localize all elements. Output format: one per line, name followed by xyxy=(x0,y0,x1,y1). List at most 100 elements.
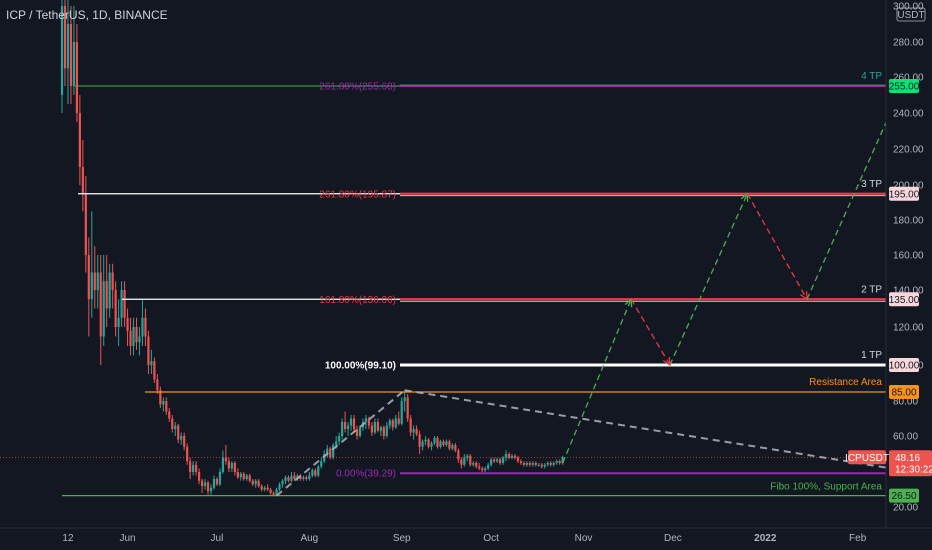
price-tag-bg xyxy=(889,488,919,503)
candle xyxy=(525,461,528,467)
candle-body xyxy=(177,425,180,440)
level-255.00[interactable]: 261.80%(255.68) 4 TP xyxy=(75,71,886,93)
y-tick-label: 180.00 xyxy=(893,216,924,227)
candle xyxy=(338,432,341,445)
candle xyxy=(290,472,293,483)
price-tag-bg xyxy=(889,358,919,372)
candle-body xyxy=(266,487,269,490)
level-100.00[interactable]: 100.00%(99.10) 1 TP xyxy=(325,350,886,372)
candle-body xyxy=(537,464,540,466)
candle xyxy=(120,281,123,327)
level-fib-zero[interactable]: 0.00%(39.29) xyxy=(336,469,886,480)
price-tag[interactable]: 85.00 xyxy=(889,385,919,399)
candle xyxy=(197,468,201,485)
candle xyxy=(260,484,263,492)
level-85.00[interactable]: Resistance Area xyxy=(145,377,886,393)
candle-body xyxy=(168,411,171,419)
currency-label: USDT xyxy=(897,10,924,21)
price-tag[interactable]: 26.50 xyxy=(889,488,919,503)
level-135.00[interactable]: 161.80%(136.06) 2 TP xyxy=(122,284,886,306)
price-tag[interactable]: 100.00 xyxy=(889,358,920,372)
trend-line xyxy=(404,389,903,472)
candle-body xyxy=(209,487,213,492)
candle-body xyxy=(75,42,78,113)
level-name: 1 TP xyxy=(861,350,882,361)
candle-body xyxy=(212,479,216,488)
projection-segment xyxy=(630,298,671,366)
candle xyxy=(332,443,335,460)
candle xyxy=(147,330,150,374)
current-price-text: 48.16 xyxy=(895,453,920,464)
level-name: 2 TP xyxy=(861,284,882,295)
candle xyxy=(341,418,344,440)
price-tag[interactable]: 255.00 xyxy=(889,79,920,93)
candle xyxy=(421,439,424,451)
candle-body xyxy=(338,436,341,442)
candle xyxy=(349,415,353,431)
candle xyxy=(394,415,397,429)
candle xyxy=(385,422,388,438)
fib-label: 261.80%(195.87) xyxy=(319,189,396,200)
candle xyxy=(108,263,111,318)
currency-badge[interactable]: USDT xyxy=(896,7,926,22)
time-axis[interactable]: 12 Jun Jul Aug Sep Oct Nov Dec 2022 Feb xyxy=(0,527,932,544)
candle xyxy=(96,255,99,309)
candle xyxy=(344,411,347,433)
price-tag-bg xyxy=(889,186,919,201)
price-tag[interactable]: 135.00 xyxy=(889,292,920,307)
candle xyxy=(487,463,490,471)
candle xyxy=(150,349,153,374)
y-tick-label: 80.00 xyxy=(893,397,918,408)
candle-body xyxy=(469,455,472,465)
candle-body xyxy=(367,418,371,426)
candle xyxy=(522,461,525,467)
candle-body xyxy=(233,463,236,472)
candle xyxy=(552,461,555,467)
candle xyxy=(159,386,162,408)
candle xyxy=(90,211,93,318)
x-tick-label: Oct xyxy=(483,533,499,544)
candle xyxy=(203,479,207,490)
candle-body xyxy=(239,473,242,478)
current-symbol-tag[interactable]: ICPUSDT xyxy=(845,450,889,465)
level-26.50[interactable]: Fibo 100%, Support Area xyxy=(62,482,886,497)
candle xyxy=(278,482,281,492)
candle xyxy=(543,463,546,469)
candle-body xyxy=(522,463,525,465)
candle xyxy=(388,418,391,429)
candle xyxy=(129,317,132,356)
candle xyxy=(245,473,248,481)
candle-body xyxy=(344,422,347,429)
candle-body xyxy=(495,459,499,462)
price-tag-text: 100.00 xyxy=(889,361,920,372)
candle xyxy=(186,443,189,465)
candle xyxy=(165,397,168,415)
candle-body xyxy=(293,475,296,479)
price-levels: 261.80%(255.68) 4 TP 261.80%(195.87) 3 TP 16… xyxy=(62,71,886,497)
price-axis[interactable]: 300.00 280.00 260.00 240.00 220.00 200.00 180.… xyxy=(845,0,932,550)
candle-body xyxy=(364,418,368,422)
candle xyxy=(60,0,64,113)
candle-body xyxy=(144,317,147,337)
candle-body xyxy=(498,459,502,463)
candle-body xyxy=(460,459,463,465)
candle xyxy=(519,459,523,465)
candle-body xyxy=(287,477,290,481)
candle xyxy=(87,237,90,337)
candle xyxy=(418,430,421,454)
candle-body xyxy=(409,418,412,433)
candle-body xyxy=(561,457,564,463)
candle xyxy=(200,479,204,493)
candle xyxy=(212,475,216,490)
fib-label: 261.80%(255.68) xyxy=(319,82,396,93)
level-195.00[interactable]: 261.80%(195.87) 3 TP xyxy=(78,179,886,201)
symbol-title[interactable]: ICP / TetherUS, 1D, BINANCE xyxy=(6,8,168,22)
price-tag[interactable]: 195.00 xyxy=(889,186,920,201)
candle xyxy=(549,461,552,467)
candle xyxy=(293,472,296,481)
candle-body xyxy=(433,437,436,444)
candle xyxy=(69,6,73,104)
candle-body xyxy=(242,473,245,479)
